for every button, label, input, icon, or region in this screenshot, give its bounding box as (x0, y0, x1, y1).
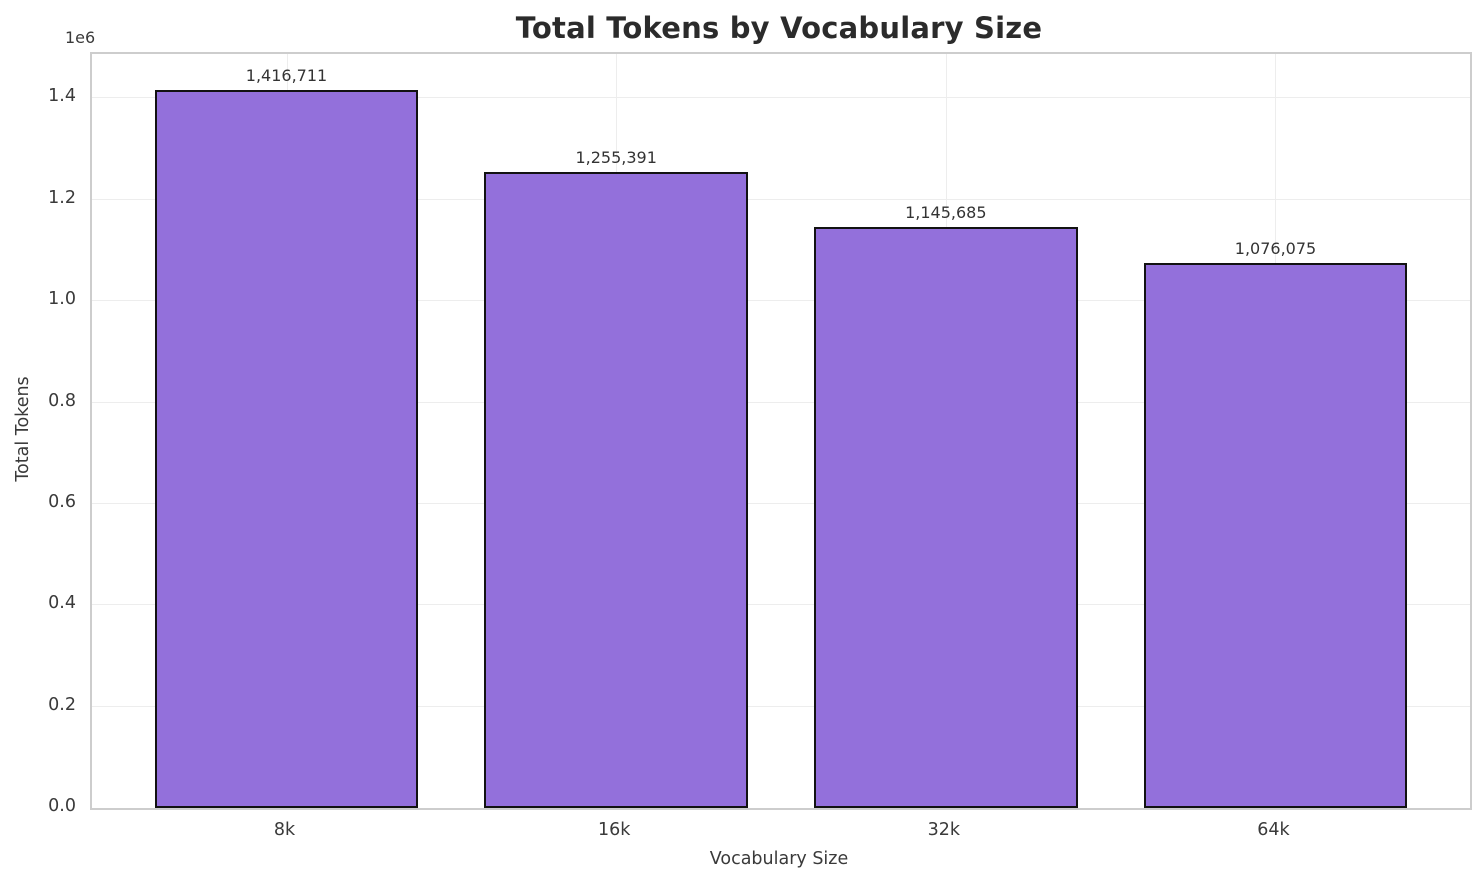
bar-value-label: 1,145,685 (905, 203, 987, 223)
horizontal-gridline (92, 705, 1470, 707)
horizontal-gridline (92, 502, 1470, 504)
x-tick-label: 16k (597, 820, 631, 840)
y-tick-label: 0.2 (48, 694, 76, 715)
y-tick-label: 0.4 (48, 593, 76, 614)
x-axis-label: Vocabulary Size (709, 849, 849, 869)
horizontal-gridline (92, 198, 1470, 200)
y-tick-label: 1.2 (48, 187, 76, 208)
bar-64k (1143, 262, 1408, 808)
bar-8k (154, 89, 419, 808)
horizontal-gridline (92, 604, 1470, 606)
bar-16k (484, 171, 749, 808)
bar-value-label: 1,076,075 (1234, 238, 1317, 258)
horizontal-gridline (92, 97, 1470, 99)
bar-value-label: 1,416,711 (245, 65, 328, 85)
x-tick-label: 32k (927, 820, 961, 840)
y-tick-label: 0.0 (48, 796, 76, 816)
y-axis-offset-label: 1e6 (65, 28, 96, 47)
horizontal-gridline (92, 300, 1470, 302)
chart-title: Total Tokens by Vocabulary Size (515, 11, 1043, 45)
plot-area: 1,416,711 1,255,391 1,145,685 1,076,075 (90, 52, 1472, 810)
y-tick-label: 0.6 (48, 491, 76, 512)
x-tick-label: 64k (1257, 820, 1290, 840)
bar-value-label: 1,255,391 (575, 147, 657, 167)
x-tick-label: 8k (273, 820, 296, 840)
y-tick-label: 0.8 (48, 390, 76, 411)
y-tick-label: 1.0 (48, 289, 76, 310)
horizontal-gridline (92, 401, 1470, 403)
bar-32k (813, 227, 1078, 808)
y-axis-label: Total Tokens (13, 376, 33, 482)
y-tick-label: 1.4 (48, 86, 76, 107)
